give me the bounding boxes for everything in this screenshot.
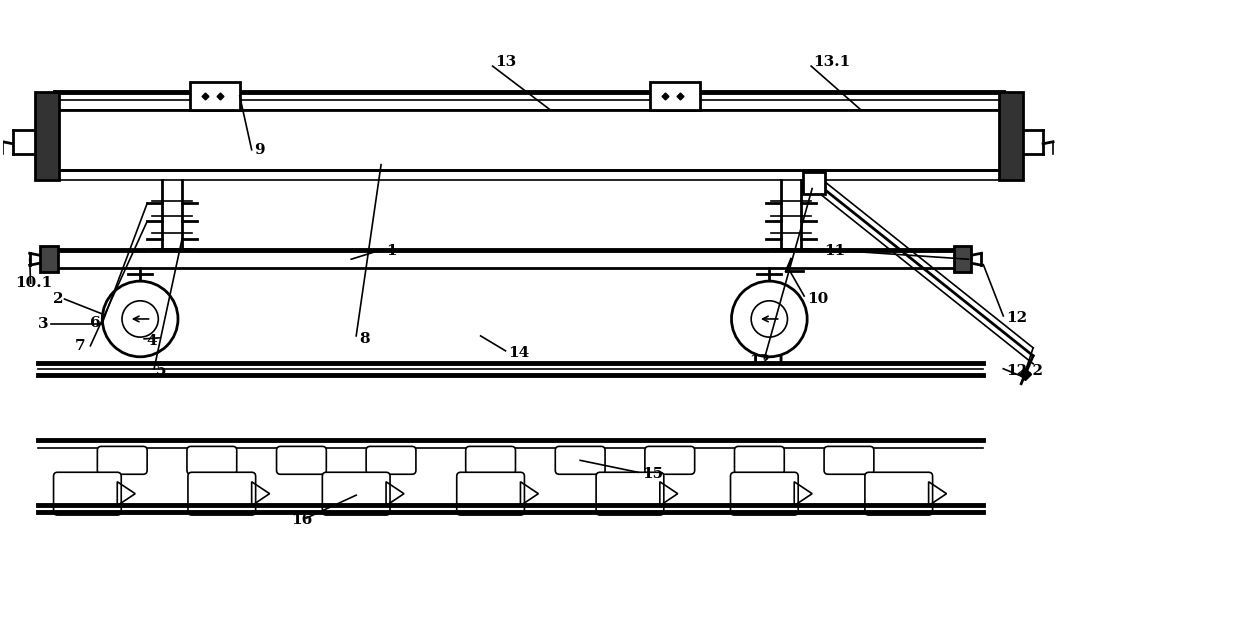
Bar — [954, 247, 971, 272]
Text: 12: 12 — [1007, 311, 1028, 325]
Text: 6: 6 — [91, 316, 100, 330]
FancyBboxPatch shape — [188, 473, 255, 515]
Bar — [999, 92, 1023, 179]
FancyBboxPatch shape — [596, 473, 663, 515]
Text: 12.1: 12.1 — [749, 354, 786, 368]
FancyBboxPatch shape — [734, 446, 784, 474]
Text: 10: 10 — [807, 292, 828, 306]
FancyBboxPatch shape — [322, 473, 391, 515]
FancyBboxPatch shape — [556, 446, 605, 474]
Text: 8: 8 — [360, 332, 370, 346]
FancyBboxPatch shape — [456, 473, 525, 515]
FancyBboxPatch shape — [864, 473, 932, 515]
Text: 9: 9 — [254, 143, 264, 156]
FancyBboxPatch shape — [187, 446, 237, 474]
Text: 13.1: 13.1 — [813, 55, 851, 69]
Text: 14: 14 — [508, 346, 529, 360]
Bar — [162, 179, 182, 259]
Text: 5: 5 — [156, 364, 166, 378]
FancyBboxPatch shape — [825, 446, 874, 474]
Bar — [40, 247, 57, 272]
FancyBboxPatch shape — [277, 446, 326, 474]
Text: 4: 4 — [146, 334, 156, 348]
Text: 16: 16 — [291, 513, 312, 527]
Bar — [57, 250, 954, 268]
Bar — [804, 171, 825, 194]
Bar — [650, 82, 699, 110]
FancyBboxPatch shape — [53, 473, 122, 515]
Text: 1: 1 — [386, 244, 397, 258]
Text: 12.2: 12.2 — [1007, 364, 1043, 378]
FancyBboxPatch shape — [466, 446, 516, 474]
Text: 3: 3 — [37, 317, 48, 331]
Text: 10.1: 10.1 — [15, 276, 52, 290]
Bar — [60, 110, 998, 170]
FancyBboxPatch shape — [366, 446, 415, 474]
Circle shape — [732, 281, 807, 357]
Text: 15: 15 — [642, 467, 663, 481]
FancyBboxPatch shape — [645, 446, 694, 474]
Circle shape — [103, 281, 179, 357]
Bar — [781, 179, 801, 259]
Text: 11: 11 — [825, 244, 846, 258]
FancyBboxPatch shape — [98, 446, 148, 474]
Text: 2: 2 — [52, 292, 63, 306]
Text: 13: 13 — [496, 55, 517, 69]
Text: 7: 7 — [74, 339, 86, 353]
FancyBboxPatch shape — [730, 473, 799, 515]
Bar — [35, 92, 58, 179]
Bar — [190, 82, 239, 110]
